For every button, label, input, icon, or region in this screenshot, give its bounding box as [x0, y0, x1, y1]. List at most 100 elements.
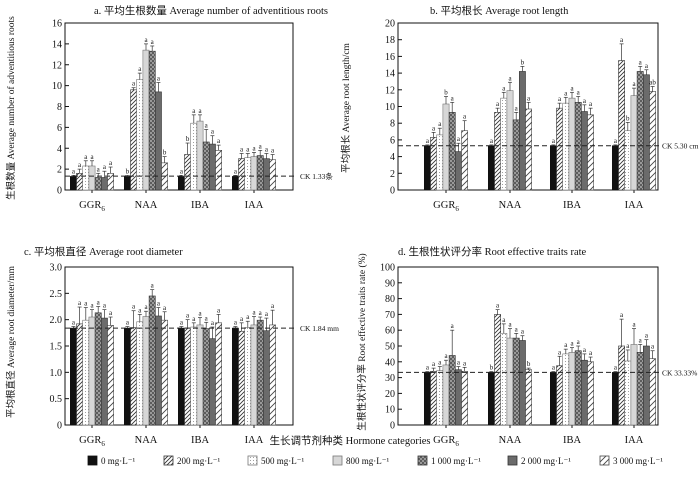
panel-a-bar	[142, 49, 150, 191]
panel-a-bar	[215, 150, 222, 191]
panel-b-bar	[568, 97, 576, 191]
panel-d-significance-letter: a	[457, 359, 461, 367]
panel-d: d. 生根性状评分率 Root effective traits rate 生根…	[356, 245, 697, 448]
panel-a-significance-letter: a	[151, 38, 155, 46]
panel-a-significance-letter: a	[78, 161, 82, 169]
panel-d-category-label: IAA	[625, 435, 644, 446]
panel-c-title: c. 平均根直径 Average root diameter	[24, 245, 183, 258]
panel-c-significance-letter: a	[271, 302, 275, 310]
panel-d-ylabel: 生根性状评分率 Root effective traits rate (%)	[356, 253, 368, 430]
panel-b-bar	[436, 134, 444, 191]
panel-c-significance-letter: a	[138, 306, 142, 314]
panel-d-significance-letter: a	[521, 328, 525, 336]
panel-c-category-label: GGR6	[79, 435, 105, 448]
panel-c-bar	[142, 316, 150, 426]
panel-a-bar	[202, 141, 210, 191]
panel-b-bar	[500, 97, 508, 191]
panel-b-ytick-label: 2	[390, 169, 395, 180]
panel-d-category-label: IBA	[563, 435, 582, 446]
panel-c-bar	[107, 325, 114, 426]
legend-label: 500 mg·L⁻¹	[261, 456, 304, 466]
panel-c-bar	[256, 319, 264, 426]
panel-b-significance-letter: b	[444, 88, 448, 96]
panel-c-significance-letter: a	[163, 304, 167, 312]
panel-b-significance-letter: a	[645, 62, 649, 70]
panel-d-bar	[630, 344, 638, 426]
panel-b-significance-letter: a	[457, 135, 461, 143]
panel-b-significance-letter: a	[451, 94, 455, 102]
panel-d-ytick-label: 10	[385, 405, 395, 416]
panel-d-ytick-label: 100	[380, 263, 395, 274]
legend-label: 200 mg·L⁻¹	[177, 456, 220, 466]
panel-a-significance-letter: b	[126, 167, 130, 175]
panel-d-significance-letter: a	[463, 359, 467, 367]
panel-b-bar	[512, 119, 520, 191]
panel-b-bar	[525, 108, 532, 191]
panel-b-bar	[611, 145, 619, 191]
panel-b-bar	[442, 103, 450, 191]
panel-a-significance-letter: a	[157, 74, 161, 82]
panel-c-ytick-label: 1.0	[50, 368, 63, 379]
panel-c-bar	[88, 316, 96, 426]
panel-a-significance-letter: a	[265, 145, 269, 153]
panel-d-significance-letter: a	[496, 302, 500, 310]
panel-b-bar	[562, 102, 570, 191]
panel-a: a. 平均生根数量 Average number of adventitious…	[5, 4, 333, 213]
panel-a-significance-letter: a	[271, 147, 275, 155]
panel-a-bar	[196, 120, 204, 191]
panel-c-significance-letter: a	[211, 319, 215, 327]
panel-b-bar	[549, 145, 557, 191]
panel-a-ytick-label: 6	[57, 123, 62, 134]
panel-c-ytick-label: 0	[57, 421, 62, 432]
panel-c-significance-letter: a	[265, 310, 269, 318]
panel-d-bar	[556, 365, 563, 426]
panel-c-significance-letter: a	[72, 319, 76, 327]
panel-d-bar	[642, 345, 650, 426]
panel-b-significance-letter: b	[521, 58, 525, 66]
panel-d-bar	[494, 314, 501, 426]
panel-b-bar	[649, 91, 656, 191]
panel-c-bar	[94, 312, 102, 426]
panel-a-bar	[190, 122, 198, 191]
panel-a-significance-letter: a	[246, 145, 250, 153]
panel-b-significance-letter: a	[502, 84, 506, 92]
panel-b-category-label: GGR6	[433, 200, 459, 213]
panel-c-bar	[202, 328, 210, 426]
panel-a-category-label: NAA	[135, 200, 158, 211]
panel-b-significance-letter: a	[589, 100, 593, 108]
panel-a-ytick-label: 12	[52, 60, 62, 71]
panel-d-significance-letter: a	[426, 364, 430, 372]
panel-c-significance-letter: a	[259, 309, 263, 317]
panel-c-significance-letter: a	[192, 315, 196, 323]
panel-b-ytick-label: 6	[390, 135, 395, 146]
panel-b-bar	[642, 74, 650, 191]
panel-c-significance-letter: a	[103, 302, 107, 310]
panel-c-significance-letter: a	[132, 303, 136, 311]
panel-b-significance-letter: a	[570, 84, 574, 92]
panel-a-bar	[178, 176, 185, 191]
panel-d-bar	[487, 372, 495, 426]
panel-b-significance-letter: a	[527, 94, 531, 102]
panel-c-bar	[232, 327, 239, 426]
panel-c-bar	[178, 327, 185, 426]
panel-d-significance-letter: a	[620, 311, 624, 319]
panel-c-significance-letter: a	[109, 309, 113, 317]
panel-a-significance-letter: a	[132, 80, 136, 88]
panel-d-bar	[500, 333, 508, 426]
panel-d-bar	[568, 352, 576, 426]
panel-c-bar	[82, 319, 90, 426]
panel-a-bar	[130, 89, 137, 191]
panel-d-ytick-label: 70	[385, 310, 395, 321]
panel-a-ytick-label: 8	[57, 102, 62, 113]
panel-c-significance-letter: a	[246, 313, 250, 321]
panel-c-category-subscript: 6	[101, 440, 105, 448]
panel-b-ytick-label: 4	[390, 152, 395, 163]
panel-a-category-label: IBA	[191, 200, 210, 211]
panel-d-bar	[549, 372, 557, 426]
panel-a-bar	[124, 176, 131, 191]
panel-d-bar	[562, 353, 570, 426]
legend-label: 2 000 mg·L⁻¹	[521, 456, 571, 466]
panel-b-category-label: IAA	[625, 200, 644, 211]
panel-b-bar	[556, 107, 563, 191]
panel-c-bar	[196, 324, 204, 426]
